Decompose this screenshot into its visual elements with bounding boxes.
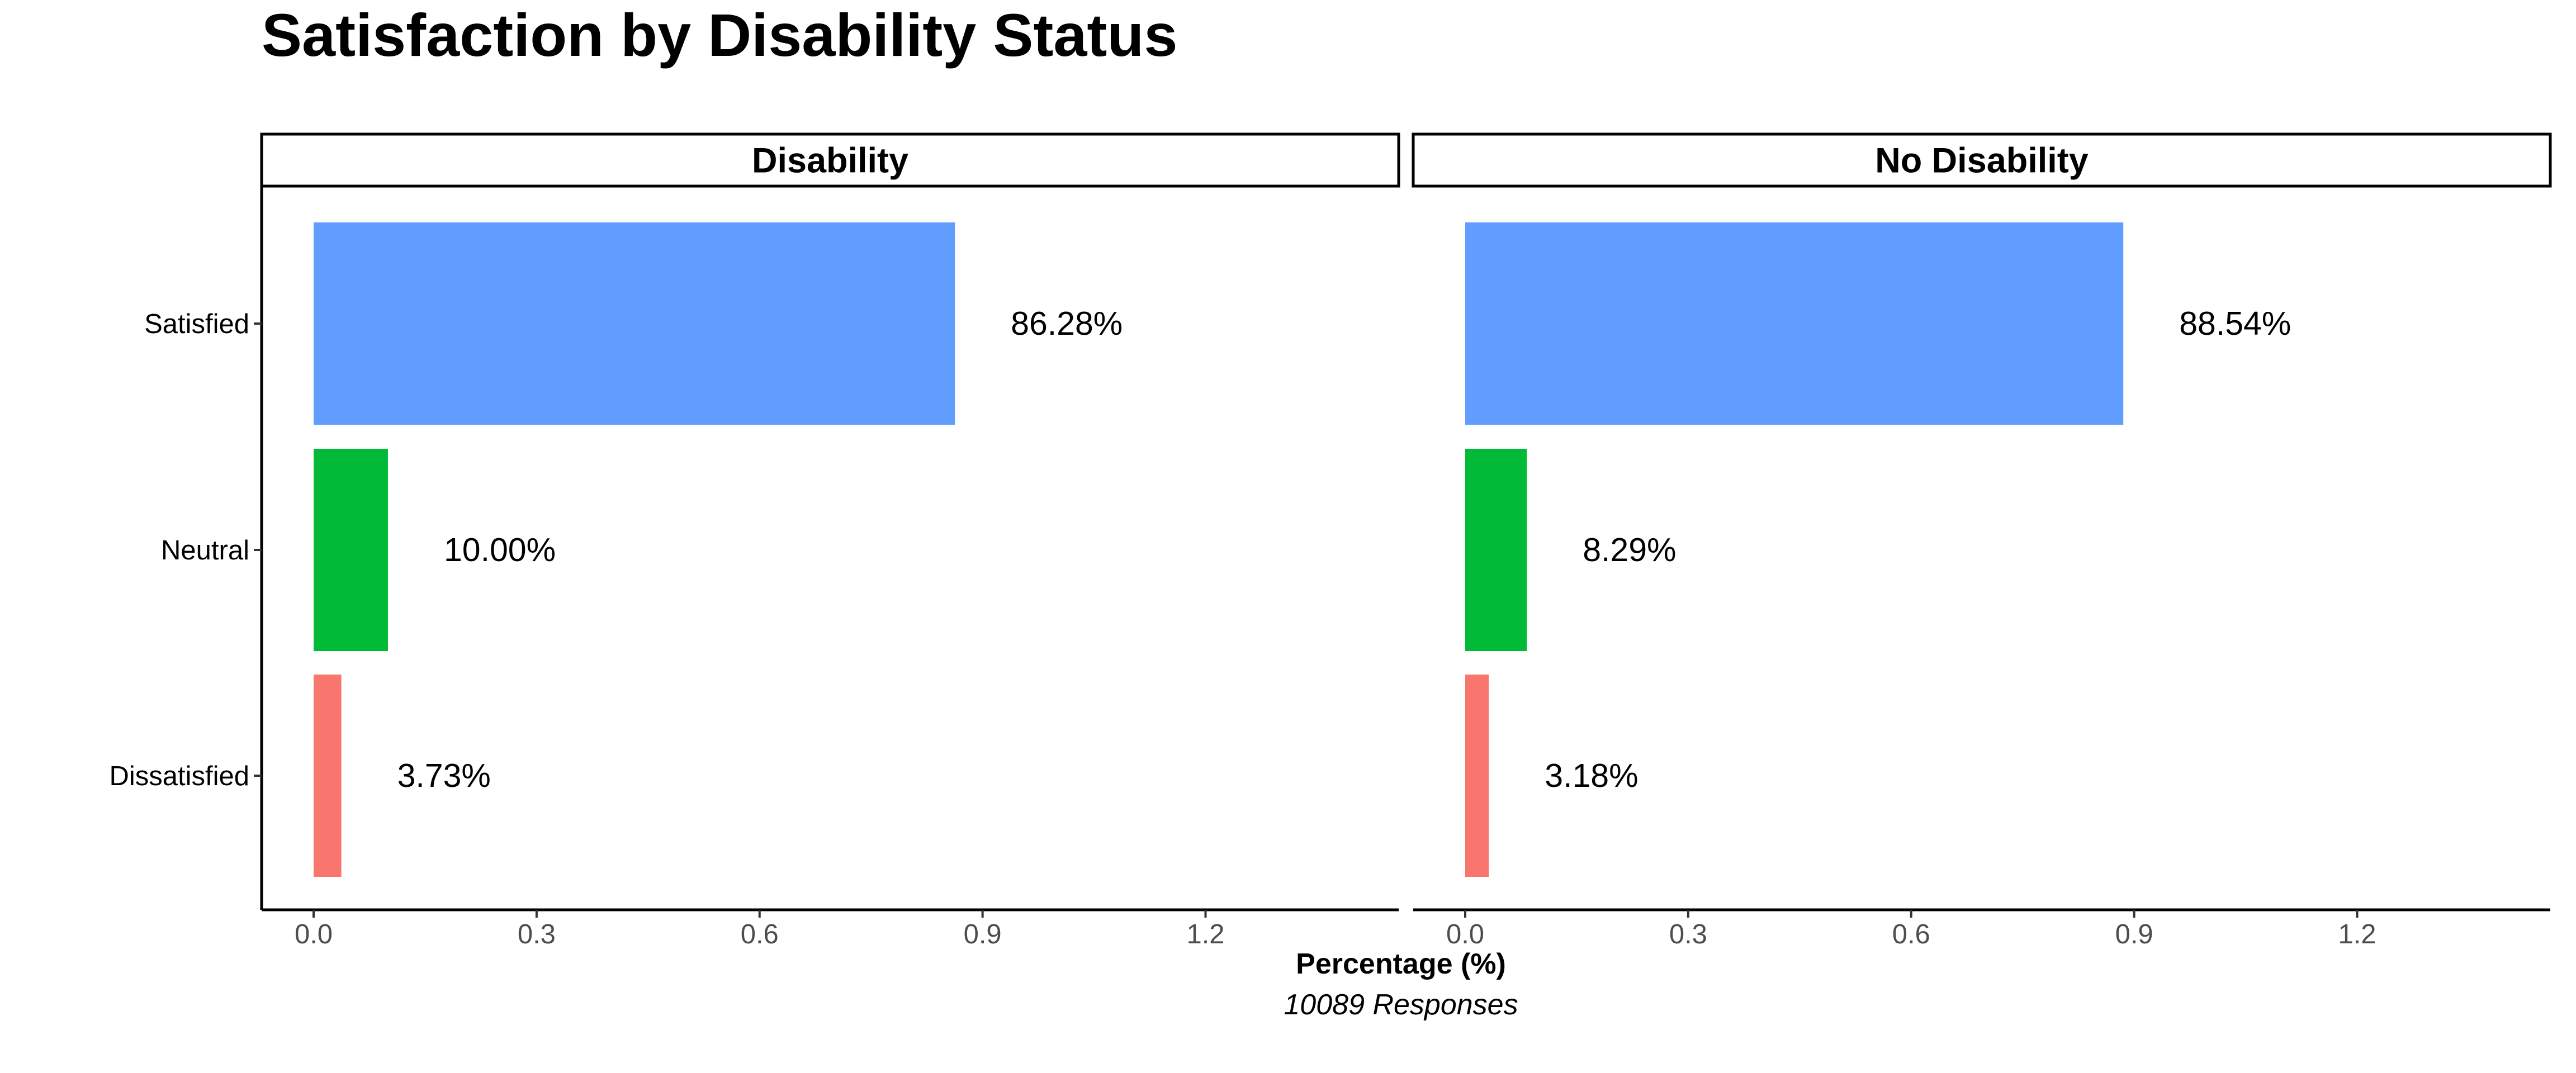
facet-strip — [1412, 132, 2552, 188]
x-tick-label: 0.9 — [2115, 919, 2153, 949]
bar — [1465, 222, 2124, 425]
facet-strip-label: Disability — [752, 141, 908, 181]
facet-panel: No Disability 88.54% 8.29% 3.18% 0.0 0.3 0.6 0.… — [1412, 132, 2552, 949]
data-label: 86.28% — [1011, 305, 1123, 342]
bar — [314, 675, 342, 877]
x-tick-label: 0.0 — [295, 919, 333, 949]
facet-strip — [260, 132, 1400, 188]
data-label: 3.73% — [397, 757, 491, 794]
x-axis-label: Percentage (%) — [1296, 948, 1506, 980]
x-tick-label: 0.6 — [1892, 919, 1930, 949]
data-label: 3.18% — [1545, 757, 1638, 794]
data-label: 10.00% — [444, 531, 556, 568]
x-tick-label: 0.3 — [1669, 919, 1707, 949]
bar — [1465, 675, 1489, 877]
facet-panels: Disability 86.28% 10.00% 3.73% 0.0 0.3 0.6 0.9 1… — [109, 132, 2552, 949]
x-tick-label: 0.3 — [518, 919, 556, 949]
data-label: 8.29% — [1583, 531, 1676, 568]
x-tick-label: 1.2 — [2338, 919, 2376, 949]
x-tick-label: 0.0 — [1446, 919, 1484, 949]
x-tick-label: 1.2 — [1186, 919, 1224, 949]
y-tick-label: Dissatisfied — [109, 761, 249, 791]
y-tick-label: Satisfied — [144, 309, 249, 339]
y-tick-label: Neutral — [161, 535, 249, 566]
x-tick-label: 0.6 — [741, 919, 779, 949]
chart-title: Satisfaction by Disability Status — [262, 1, 1177, 69]
facet-panel: Disability 86.28% 10.00% 3.73% 0.0 0.3 0.6 0.9 1… — [109, 132, 1400, 949]
bar — [1465, 449, 1527, 651]
bar — [314, 449, 388, 651]
chart-caption: 10089 Responses — [1284, 989, 1518, 1021]
facet-strip-label: No Disability — [1875, 141, 2089, 181]
x-tick-label: 0.9 — [964, 919, 1002, 949]
data-label: 88.54% — [2179, 305, 2291, 342]
bar — [314, 222, 955, 425]
